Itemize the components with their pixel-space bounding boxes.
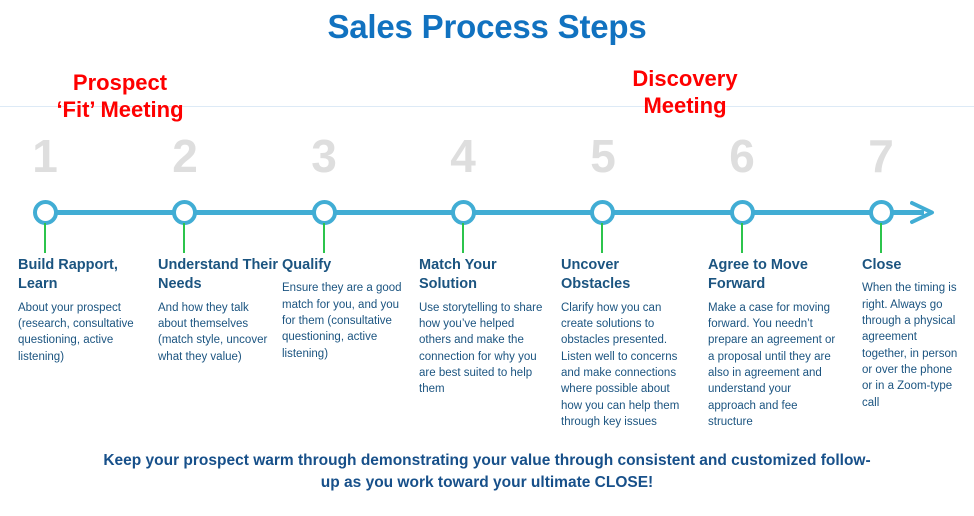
phase-header-prospect-fit-meeting: Prospect ‘Fit’ Meeting [56, 70, 184, 122]
step-number-1: 1 [32, 130, 58, 182]
step-title-4: Match Your Solution [419, 257, 497, 293]
timeline-axis [44, 210, 924, 215]
timeline-node-5[interactable] [590, 200, 615, 225]
step-description-7: When the timing is right. Always go thro… [862, 282, 958, 409]
connector-stem-6 [741, 223, 743, 253]
step-description-2: And how they talk about themselves (matc… [158, 301, 268, 363]
phase-header-discovery-meeting: Discovery Meeting [632, 66, 738, 118]
step-number-4: 4 [450, 130, 476, 182]
step-block-6: Agree to Move Forward Make a case for mo… [708, 256, 840, 430]
connector-stem-3 [323, 223, 325, 253]
step-number-2: 2 [172, 130, 198, 182]
step-title-2: Understand Their Needs [158, 257, 279, 293]
step-number-5: 5 [590, 130, 616, 182]
step-block-3: Qualify Ensure they are a good match for… [282, 256, 402, 362]
step-number-7: 7 [868, 130, 894, 182]
step-description-3: Ensure they are a good match for you, an… [282, 282, 402, 360]
step-block-2: Understand Their Needs And how they talk… [158, 256, 280, 365]
timeline-node-6[interactable] [730, 200, 755, 225]
step-title-7: Close [862, 257, 902, 273]
step-title-5: Uncover Obstacles [561, 257, 631, 293]
step-description-6: Make a case for moving forward. You need… [708, 301, 836, 428]
step-description-4: Use storytelling to share how you’ve hel… [419, 301, 543, 396]
connector-stem-1 [44, 223, 46, 253]
timeline-node-4[interactable] [451, 200, 476, 225]
step-block-1: Build Rapport, Learn About your prospect… [18, 256, 140, 365]
step-title-1: Build Rapport, Learn [18, 257, 118, 293]
timeline-node-1[interactable] [33, 200, 58, 225]
phase-divider-line [0, 106, 974, 107]
timeline-node-2[interactable] [172, 200, 197, 225]
step-number-6: 6 [729, 130, 755, 182]
timeline-node-3[interactable] [312, 200, 337, 225]
footer-message: Keep your prospect warm through demonstr… [103, 452, 871, 492]
arrow-right-icon [910, 201, 934, 224]
step-block-4: Match Your Solution Use storytelling to … [419, 256, 543, 398]
step-description-5: Clarify how you can create solutions to … [561, 301, 680, 428]
connector-stem-2 [183, 223, 185, 253]
connector-stem-5 [601, 223, 603, 253]
step-number-3: 3 [311, 130, 337, 182]
step-block-7: Close When the timing is right. Always g… [862, 256, 958, 411]
step-description-1: About your prospect (research, consultat… [18, 301, 134, 363]
connector-stem-7 [880, 223, 882, 253]
connector-stem-4 [462, 223, 464, 253]
page-title: Sales Process Steps [327, 8, 647, 45]
step-title-3: Qualify [282, 257, 332, 273]
step-title-6: Agree to Move Forward [708, 257, 808, 293]
step-block-5: Uncover Obstacles Clarify how you can cr… [561, 256, 689, 430]
timeline-node-7[interactable] [869, 200, 894, 225]
